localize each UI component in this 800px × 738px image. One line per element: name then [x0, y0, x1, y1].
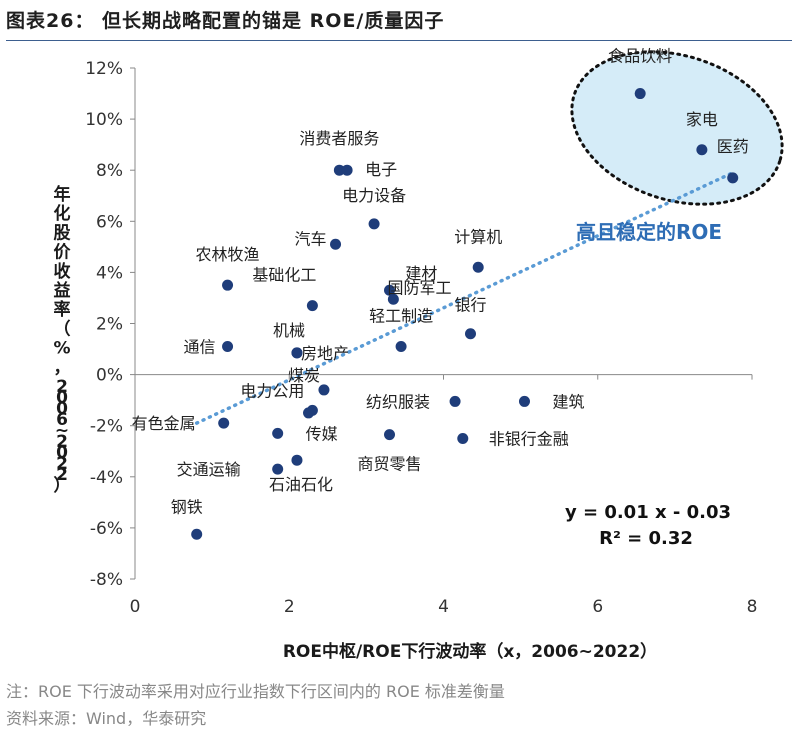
y-tick-label: 2% [96, 315, 123, 335]
data-point-商贸零售 [384, 429, 396, 441]
y-tick-label: -8% [90, 570, 123, 590]
point-label: 电子 [365, 160, 397, 179]
data-point-通信 [222, 340, 234, 352]
point-label: 交通运输 [177, 460, 241, 479]
data-point-有色金属 [218, 417, 230, 429]
y-tick-label: 6% [96, 212, 123, 232]
x-tick-label: 6 [592, 597, 603, 617]
point-label: 计算机 [454, 227, 502, 246]
point-label: 建筑 [552, 392, 584, 411]
data-point-传媒 [272, 427, 284, 439]
point-label: 建材 [405, 264, 437, 283]
data-point-食品饮料 [634, 88, 646, 100]
data-point-电力设备 [368, 218, 380, 230]
data-point-汽车 [330, 238, 342, 250]
y-tick-label: 0% [96, 366, 123, 386]
point-label: 通信 [184, 337, 216, 356]
y-tick-label: -6% [90, 519, 123, 539]
point-label: 汽车 [295, 229, 327, 248]
figure-note: 注：ROE 下行波动率采用对应行业指数下行区间内的 ROE 标准差衡量 [6, 682, 505, 701]
data-point-农林牧渔 [222, 279, 234, 291]
point-label: 煤炭 [288, 366, 320, 385]
point-label: 电力公用 [240, 381, 304, 400]
trendline-layer [194, 171, 735, 425]
data-point-医药 [727, 172, 739, 184]
data-point-建筑 [518, 395, 530, 407]
point-label: 有色金属 [132, 414, 196, 433]
figure-source: 资料来源：Wind，华泰研究 [6, 709, 207, 728]
point-label: 传媒 [306, 424, 338, 443]
trendline-equation: y = 0.01 x - 0.03 [565, 502, 731, 523]
point-label: 消费者服务 [299, 129, 379, 148]
y-tick-label: -4% [90, 468, 123, 488]
x-axis-title: ROE中枢/ROE下行波动率（x，2006~2022） [283, 641, 657, 662]
point-label: 医药 [717, 137, 749, 156]
data-point-银行 [464, 328, 476, 340]
trendline [194, 171, 735, 425]
data-point-消费者服务 [333, 164, 345, 176]
point-label: 农林牧渔 [196, 245, 260, 264]
point-label: 电力设备 [342, 186, 406, 205]
data-point-石油石化 [291, 454, 303, 466]
data-point-钢铁 [191, 528, 203, 540]
highlight-ellipse [570, 50, 784, 206]
y-tick-label: 8% [96, 161, 123, 181]
point-label: 钢铁 [171, 497, 203, 516]
highlight-label: 高且稳定的ROE [576, 220, 722, 244]
figure-title: 图表26： 但长期战略配置的锚是 ROE/质量因子 [6, 10, 445, 32]
point-label: 银行 [454, 296, 486, 315]
point-label: 石油石化 [269, 475, 333, 494]
scatter-chart: -8% -6% -4% -2% 0% 2% 4% 6% 8% 10% 12% 0 2 4 6 8 ROE中枢/R… [53, 47, 784, 662]
point-label: 非银行金融 [489, 429, 569, 448]
data-point-房地产 [291, 347, 303, 359]
y-tick-label: -2% [90, 417, 123, 437]
data-point-交通运输 [272, 463, 284, 475]
point-label: 纺织服装 [366, 392, 430, 411]
annotations: 高且稳定的ROE y = 0.01 x - 0.03 R² = 0.32 [565, 220, 731, 549]
point-label: 食品饮料 [608, 47, 672, 66]
x-tick-label: 2 [284, 597, 295, 617]
point-label: 机械 [273, 321, 305, 340]
point-label: 轻工制造 [369, 306, 433, 325]
point-label: 房地产 [301, 344, 349, 363]
data-point-计算机 [472, 261, 484, 273]
data-point [303, 407, 315, 419]
data-point-建材 [387, 293, 399, 305]
data-point-煤炭 [318, 384, 330, 396]
data-point-国防军工 [384, 284, 396, 296]
x-tick-label: 4 [438, 597, 449, 617]
point-label: 国防军工 [388, 278, 452, 297]
trendline-r2: R² = 0.32 [599, 528, 693, 549]
data-point-纺织服装 [449, 395, 461, 407]
data-point-非银行金融 [457, 432, 469, 444]
data-points [191, 88, 739, 540]
point-label: 基础化工 [252, 266, 316, 285]
data-point-轻工制造 [395, 340, 407, 352]
data-point-电子 [341, 164, 353, 176]
y-tick-label: 10% [85, 110, 123, 130]
title-divider [6, 40, 792, 41]
x-tick-label: 8 [747, 597, 758, 617]
point-label: 商贸零售 [358, 455, 422, 474]
axes: -8% -6% -4% -2% 0% 2% 4% 6% 8% 10% 12% 0 2 4 6 8 ROE中枢/R… [53, 59, 757, 662]
y-axis-title: 年化股价收益率（%， 2 0 0 6 ~2 0 2 2） [53, 184, 71, 496]
y-tick-label: 12% [85, 59, 123, 79]
y-tick-label: 4% [96, 263, 123, 283]
data-point-家电 [696, 144, 708, 156]
highlight-region [570, 50, 784, 206]
data-point-基础化工 [306, 300, 318, 312]
point-label: 家电 [686, 110, 718, 129]
x-tick-label: 0 [130, 597, 141, 617]
